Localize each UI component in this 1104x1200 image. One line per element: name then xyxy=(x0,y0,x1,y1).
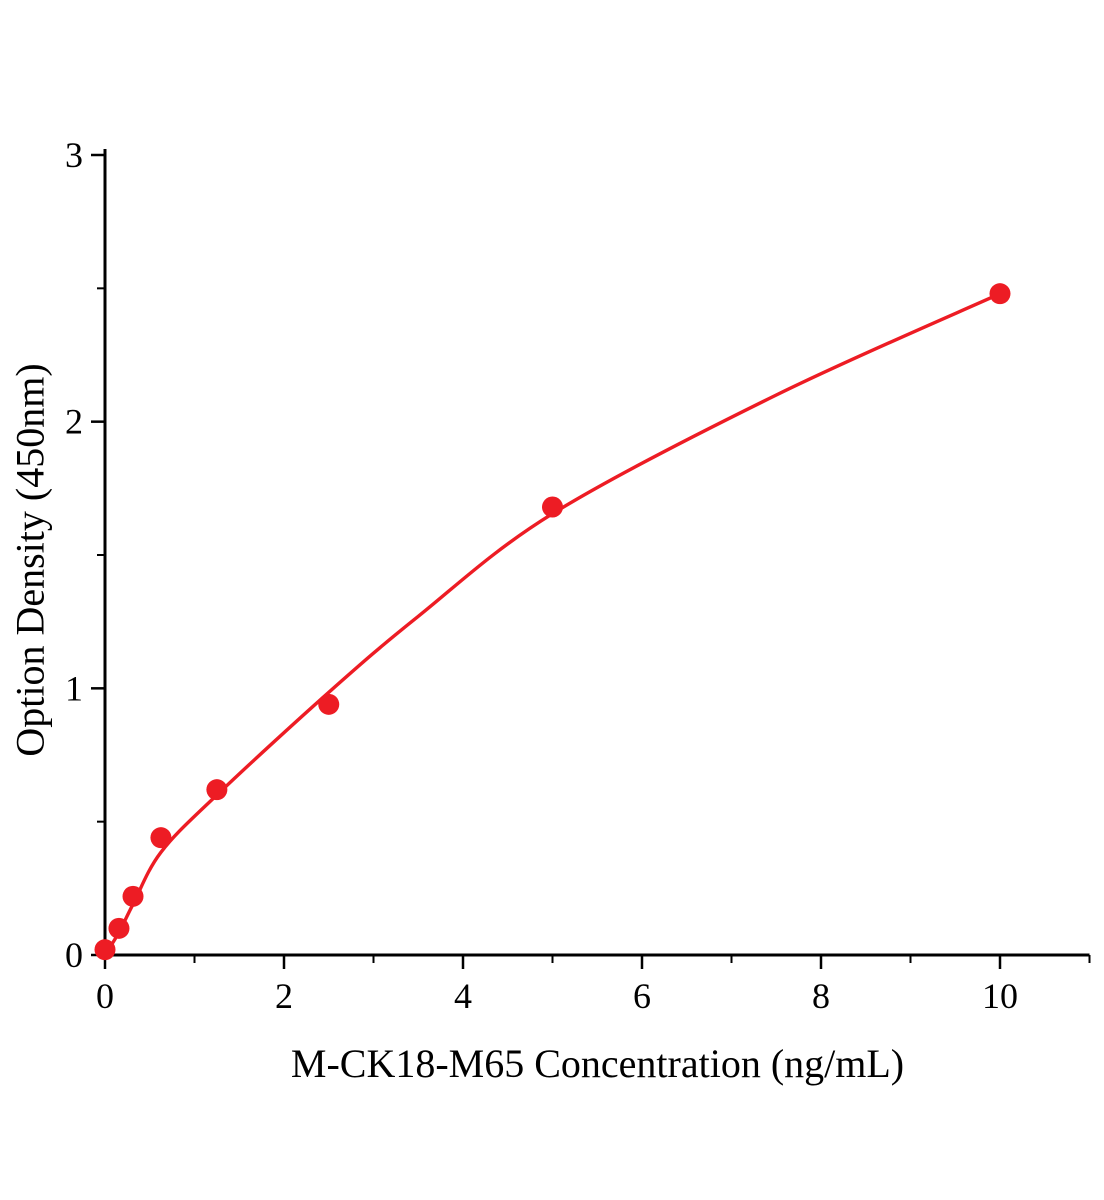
x-tick-label: 0 xyxy=(96,976,114,1016)
x-tick-label: 4 xyxy=(454,976,472,1016)
x-axis-title: M-CK18-M65 Concentration (ng/mL) xyxy=(290,1041,905,1086)
y-tick-label: 3 xyxy=(65,135,83,175)
data-point xyxy=(318,693,340,715)
data-point xyxy=(108,917,130,939)
data-point xyxy=(150,827,172,849)
y-tick-label: 1 xyxy=(65,668,83,708)
data-point xyxy=(94,939,116,961)
data-point xyxy=(122,885,144,907)
data-point xyxy=(989,283,1011,305)
y-axis-title: Option Density (450nm) xyxy=(7,363,53,757)
data-point xyxy=(206,779,228,801)
fit-curve xyxy=(103,292,1002,957)
x-tick-label: 2 xyxy=(275,976,293,1016)
y-tick-label: 2 xyxy=(65,402,83,442)
x-tick-label: 10 xyxy=(982,976,1018,1016)
x-tick-label: 8 xyxy=(812,976,830,1016)
data-point xyxy=(542,496,563,518)
x-tick-label: 6 xyxy=(633,976,651,1016)
y-tick-label: 0 xyxy=(65,935,83,975)
